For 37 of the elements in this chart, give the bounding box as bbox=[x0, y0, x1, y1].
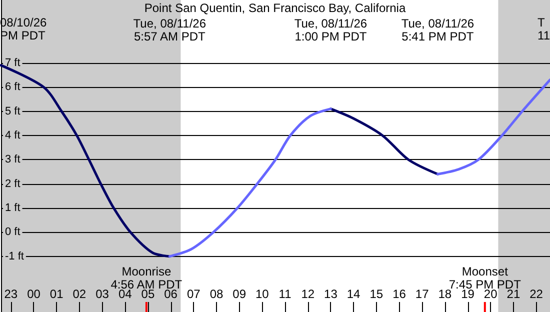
x-tick-label: 07 bbox=[186, 287, 201, 301]
x-tick-label: 04 bbox=[118, 287, 132, 301]
x-tick-label: 17 bbox=[415, 287, 430, 301]
x-tick-label: 02 bbox=[72, 287, 86, 301]
x2-tick-label: Tue, 08/11/26 5:41 PM PDT bbox=[401, 16, 474, 44]
x2-tick-label: Tue, 08/11/26 1:00 PM PDT bbox=[294, 16, 368, 44]
x2-tick-label: Tue, 08/11/26 5:57 AM PDT bbox=[133, 16, 206, 44]
y-tick-label: 3 ft bbox=[5, 154, 20, 166]
y-tick-label: 5 ft bbox=[5, 105, 20, 118]
x-tick-label: 05 bbox=[141, 287, 155, 301]
x-tick-label: 18 bbox=[438, 287, 452, 301]
x-tick-label: 03 bbox=[96, 287, 110, 301]
y-tick-label: 4 ft bbox=[5, 129, 20, 142]
x-tick-label: 16 bbox=[392, 287, 406, 301]
chart-title: Point San Quentin, San Francisco Bay, California bbox=[144, 1, 406, 15]
x-tick-label: 14 bbox=[346, 287, 361, 301]
y-tick-label: 0 ft bbox=[5, 226, 20, 238]
y-tick-label: 6 ft bbox=[5, 81, 20, 94]
x-tick-label: 22 bbox=[530, 287, 544, 301]
y-tick-label: 1 ft bbox=[5, 202, 20, 214]
x-tick-label: 13 bbox=[324, 287, 338, 301]
x-tick-label: 23 bbox=[4, 287, 18, 301]
x-tick-label: 06 bbox=[164, 287, 178, 301]
x-tick-label: 00 bbox=[27, 287, 41, 301]
x-tick-label: 21 bbox=[506, 287, 520, 301]
x-tick-label: 15 bbox=[370, 287, 384, 301]
x-tick-label: 09 bbox=[232, 287, 246, 301]
x-tick-label: 11 bbox=[278, 287, 292, 301]
x-tick-label: 01 bbox=[50, 287, 64, 301]
x-tick-label: 10 bbox=[255, 287, 270, 301]
x-tick-label: 08 bbox=[210, 287, 224, 301]
y-tick-label: 2 ft bbox=[5, 178, 20, 190]
y-tick-label: 7 ft bbox=[5, 56, 20, 69]
y-tick-label: -1 ft bbox=[5, 250, 24, 262]
annotation: T 11 bbox=[538, 16, 550, 42]
x-tick-label: 12 bbox=[301, 287, 315, 301]
x-tick-label: 20 bbox=[484, 287, 498, 301]
